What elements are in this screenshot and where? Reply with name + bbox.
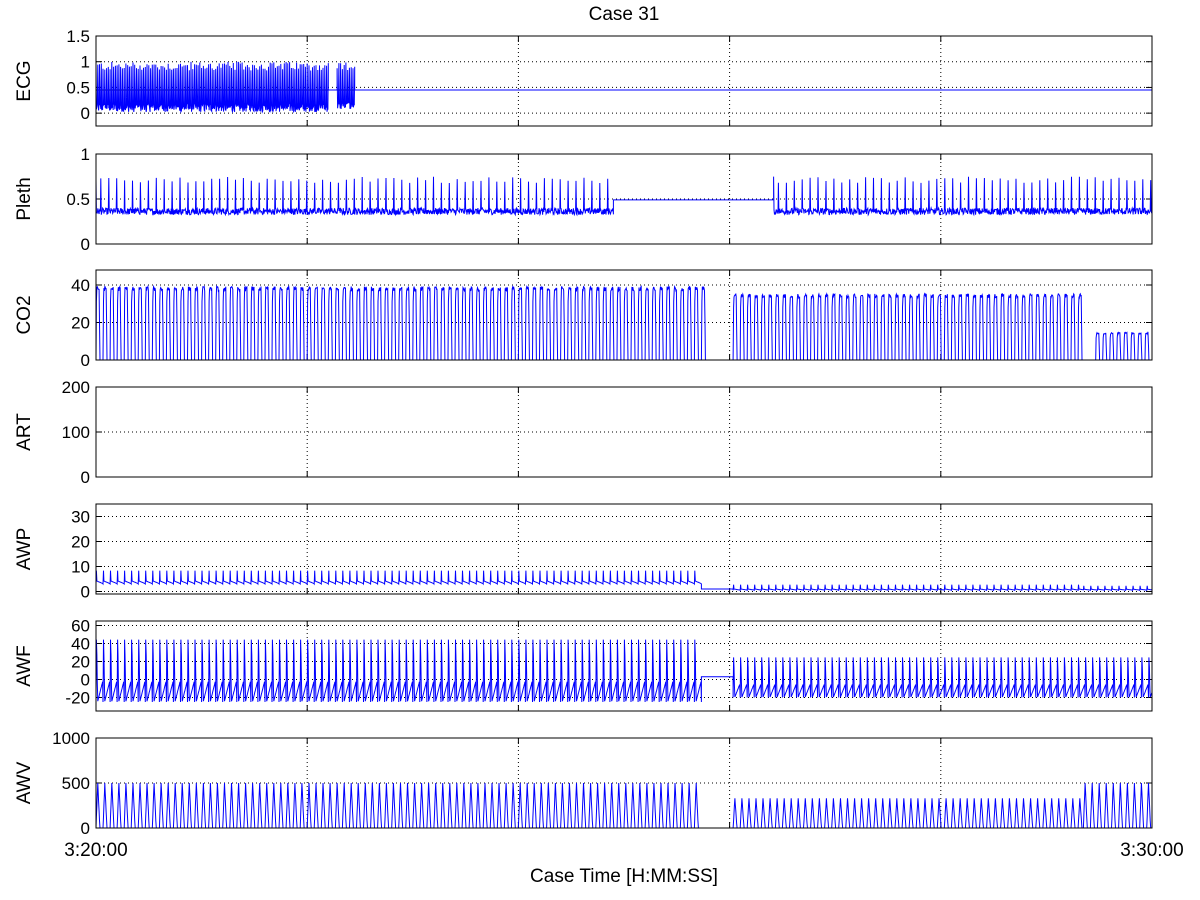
y-axis-label: AWF (14, 645, 35, 687)
chart-panels: 00.511.5ECG00.51Pleth02040CO20100200ART0… (14, 27, 1153, 838)
panel-frame (95, 35, 1153, 127)
y-tick-label: 1 (81, 53, 90, 72)
y-tick-label: 100 (62, 423, 90, 442)
panel-art: 0 100 200 ART (14, 378, 1153, 487)
y-axis-label: ECG (14, 60, 35, 101)
panel-frame (95, 269, 1153, 361)
y-tick-label: 10 (71, 558, 90, 577)
y-tick-label: 0 (81, 235, 90, 254)
x-axis-label: Case Time [H:MM:SS] (530, 866, 718, 887)
panel-pleth: 0 0.5 1 Pleth (14, 145, 1153, 254)
panel-ecg: 0 0.5 1 1.5 ECG (14, 27, 1153, 127)
series-line-pleth (96, 176, 1152, 217)
y-tick-label: 200 (62, 378, 90, 397)
panel-frame (95, 503, 1153, 595)
series-line-awp (96, 570, 1152, 592)
panel-awp: 0 10 20 30 AWP (14, 503, 1153, 602)
chart-title: Case 31 (589, 4, 660, 25)
y-tick-label: 40 (71, 635, 90, 654)
y-tick-label: 1000 (52, 729, 90, 748)
x-tick-label-end: 3:30:00 (1120, 840, 1183, 861)
panel-awv: 0 500 1000 AWV (14, 729, 1153, 838)
y-axis-label: CO2 (14, 295, 35, 334)
panel-frame (95, 386, 1153, 478)
series-line-ecg (96, 61, 1152, 114)
y-tick-label: -20 (65, 689, 90, 708)
y-tick-label: 0.5 (66, 190, 90, 209)
panel-frame (95, 153, 1153, 245)
y-tick-label: 0.5 (66, 78, 90, 97)
y-tick-label: 20 (71, 314, 90, 333)
y-tick-label: 1 (81, 145, 90, 164)
series-line-awf (96, 639, 1152, 703)
series-line-awv (96, 782, 1152, 828)
y-tick-label: 500 (62, 774, 90, 793)
series-line-co2 (96, 284, 1152, 360)
y-tick-label: 60 (71, 617, 90, 636)
y-tick-label: 1.5 (66, 27, 90, 46)
x-tick-label-start: 3:20:00 (64, 840, 127, 861)
y-tick-label: 0 (81, 351, 90, 370)
panel-co2: 0 20 40 CO2 (14, 269, 1153, 370)
y-axis-label: AWP (14, 528, 35, 571)
y-tick-label: 20 (71, 653, 90, 672)
y-axis-label: Pleth (14, 177, 35, 220)
panel-frame (95, 737, 1153, 829)
y-tick-label: 0 (81, 671, 90, 690)
y-tick-label: 30 (71, 508, 90, 527)
y-axis-label: ART (14, 413, 35, 451)
y-tick-label: 0 (81, 468, 90, 487)
y-tick-label: 40 (71, 276, 90, 295)
y-tick-label: 0 (81, 819, 90, 838)
y-tick-label: 0 (81, 104, 90, 123)
y-axis-label: AWV (14, 761, 35, 804)
y-tick-label: 20 (71, 533, 90, 552)
y-tick-label: 0 (81, 583, 90, 602)
panel-frame (95, 620, 1153, 712)
